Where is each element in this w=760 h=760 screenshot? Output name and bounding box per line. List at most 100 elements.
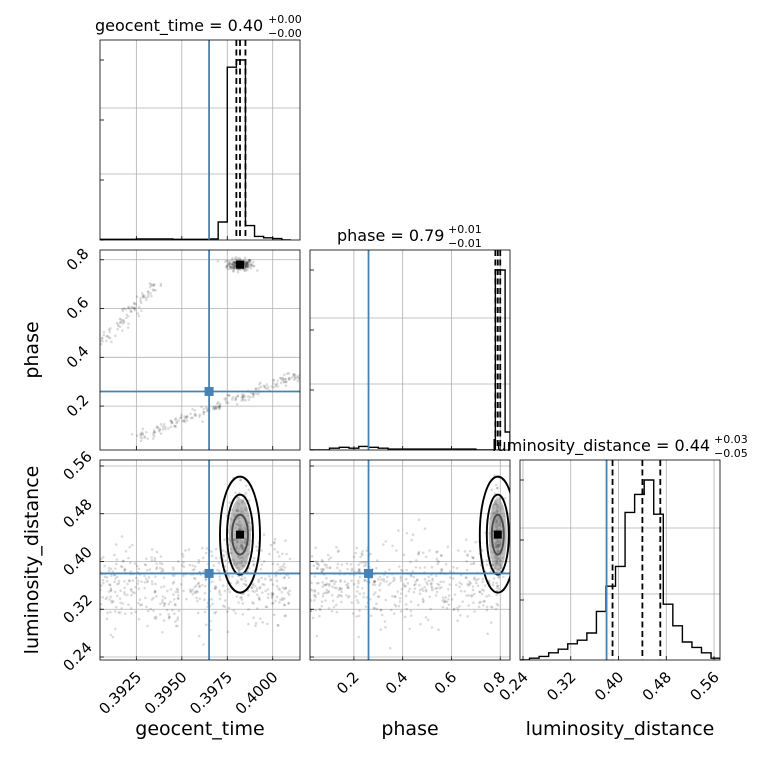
pair-geocent-time-vs-phase-sample-254 [139, 433, 142, 436]
pair-geocent-time-vs-luminosity-distance-sample-365 [111, 570, 115, 573]
pair-geocent-time-vs-luminosity-distance-sample-318 [161, 630, 164, 634]
pair-geocent-time-vs-phase-sample-264 [218, 405, 222, 409]
pair-geocent-time-vs-phase-sample-85 [246, 264, 249, 268]
pair-phase-vs-luminosity-distance-sample-119 [363, 561, 367, 564]
pair-geocent-time-vs-luminosity-distance-sample-290 [173, 603, 177, 607]
pair-geocent-time-vs-phase-sample-315 [140, 433, 144, 437]
pair-phase-vs-luminosity-distance-sample-2 [351, 612, 355, 615]
pair-geocent-time-vs-luminosity-distance-sample-230 [261, 582, 264, 586]
pair-geocent-time-vs-luminosity-distance-sample-40 [193, 577, 197, 581]
pair-phase-vs-luminosity-distance-sample-338 [426, 582, 429, 586]
pair-geocent-time-vs-luminosity-distance-sample-109 [280, 567, 284, 571]
pair-phase-vs-luminosity-distance-sample-182 [494, 607, 498, 611]
pair-geocent-time-vs-luminosity-distance-sample-41 [163, 604, 166, 608]
pair-geocent-time-vs-luminosity-distance-sample-69 [147, 576, 151, 579]
pair-geocent-time-vs-phase-sample-175 [216, 259, 220, 263]
pair-phase-vs-luminosity-distance-sample-673 [493, 474, 496, 477]
pair-phase-vs-luminosity-distance-sample-309 [446, 587, 450, 591]
pair-phase-vs-luminosity-distance-sample-60 [337, 549, 340, 552]
pair-geocent-time-vs-luminosity-distance-sample-58 [218, 591, 221, 595]
pair-geocent-time-vs-phase-sample-277 [202, 410, 205, 414]
pair-geocent-time-vs-luminosity-distance-sample-356 [276, 623, 279, 627]
pair-geocent-time-vs-phase-sample-307 [283, 380, 286, 384]
pair-geocent-time-vs-phase-sample-300 [242, 393, 246, 396]
pair-phase-vs-luminosity-distance-frame [309, 459, 511, 661]
pair-geocent-time-vs-phase-sample-416 [135, 434, 139, 437]
pair-phase-vs-luminosity-distance-sample-368 [388, 646, 392, 650]
pair-geocent-time-vs-phase-sample-399 [183, 420, 187, 424]
pair-geocent-time-vs-luminosity-distance-sample-118 [200, 546, 204, 550]
pair-geocent-time-vs-luminosity-distance-sample-86 [148, 568, 152, 571]
pair-geocent-time-vs-phase-sample-102 [246, 265, 250, 269]
pair-geocent-time-vs-luminosity-distance-sample-174 [218, 597, 222, 601]
pair-geocent-time-vs-phase-sample-383 [212, 405, 215, 409]
pair-phase-vs-luminosity-distance-sample-474 [399, 579, 403, 582]
pair-geocent-time-vs-phase-median-marker [236, 260, 244, 269]
pair-geocent-time-vs-phase-sample-438 [118, 317, 121, 321]
pair-geocent-time-vs-phase-sample-219 [225, 265, 229, 269]
pair-geocent-time-vs-luminosity-distance-sample-267 [202, 569, 205, 573]
pair-geocent-time-vs-phase-sample-246 [231, 396, 235, 399]
pair-geocent-time-vs-luminosity-distance-sample-112 [170, 608, 174, 612]
pair-geocent-time-vs-luminosity-distance-sample-433 [223, 589, 227, 593]
pair-geocent-time-vs-phase-sample-494 [141, 295, 145, 299]
pair-phase-vs-luminosity-distance-sample-318 [403, 585, 406, 588]
pair-geocent-time-vs-phase-sample-461 [114, 334, 117, 338]
pair-phase-vs-luminosity-distance-sample-297 [466, 615, 469, 618]
pair-geocent-time-vs-phase-sample-485 [152, 289, 156, 292]
pair-geocent-time-vs-luminosity-distance-sample-34 [266, 587, 270, 591]
pair-geocent-time-vs-luminosity-distance-sample-4 [258, 586, 262, 590]
pair-phase-vs-luminosity-distance-sample-398 [471, 557, 475, 560]
pair-geocent-time-vs-phase-sample-14 [246, 259, 250, 263]
pair-geocent-time-vs-luminosity-distance-sample-249 [143, 586, 146, 590]
pair-geocent-time-vs-luminosity-distance-sample-483 [222, 553, 225, 557]
pair-phase-vs-luminosity-distance-sample-228 [418, 566, 422, 570]
pair-phase-vs-luminosity-distance-sample-171 [421, 600, 425, 604]
pair-phase-vs-luminosity-distance-sample-418 [376, 595, 380, 599]
pair-geocent-time-vs-phase-sample-454 [152, 283, 155, 287]
pair-geocent-time-vs-luminosity-distance-sample-170 [277, 555, 281, 558]
pair-phase-vs-luminosity-distance-sample-62 [466, 553, 469, 556]
pair-geocent-time-vs-luminosity-distance-sample-372 [153, 556, 157, 560]
pair-phase-vs-luminosity-distance-sample-491 [415, 578, 419, 582]
pair-geocent-time-vs-luminosity-distance-sample-237 [277, 624, 280, 627]
pair-phase-vs-luminosity-distance-sample-497 [447, 597, 450, 601]
pair-phase-vs-luminosity-distance-sample-420 [377, 595, 381, 598]
pair-geocent-time-vs-luminosity-distance-sample-289 [107, 569, 111, 573]
pair-geocent-time-vs-phase-sample-268 [278, 376, 282, 380]
pair-phase-vs-luminosity-distance-sample-292 [346, 595, 350, 599]
pair-phase-vs-luminosity-distance-sample-167 [353, 570, 356, 574]
pair-phase-vs-luminosity-distance-sample-37 [345, 583, 348, 587]
pair-phase-vs-luminosity-distance-sample-198 [415, 559, 418, 562]
pair-phase-vs-luminosity-distance-sample-56 [437, 583, 441, 587]
pair-geocent-time-vs-luminosity-distance-sample-370 [137, 567, 141, 571]
pair-phase-vs-luminosity-distance-sample-466 [314, 593, 317, 597]
pair-phase-vs-luminosity-distance-sample-128 [315, 634, 319, 638]
pair-phase-vs-luminosity-distance-sample-22 [340, 600, 343, 604]
pair-geocent-time-vs-phase-samples [100, 256, 300, 443]
pair-geocent-time-vs-luminosity-distance-sample-16 [171, 582, 175, 585]
xtick-label-phase-2: 0.6 [431, 668, 461, 698]
pair-phase-vs-luminosity-distance-sample-39 [365, 560, 369, 564]
pair-geocent-time-vs-luminosity-distance-sample-260 [154, 615, 158, 619]
pair-phase-vs-luminosity-distance-sample-186 [378, 588, 382, 592]
pair-phase-vs-luminosity-distance-sample-74 [409, 573, 412, 577]
pair-geocent-time-vs-luminosity-distance-sample-308 [214, 587, 217, 590]
pair-geocent-time-vs-luminosity-distance-sample-114 [159, 613, 162, 616]
pair-phase-vs-luminosity-distance-sample-111 [435, 550, 438, 554]
pair-phase-vs-luminosity-distance-sample-298 [473, 576, 476, 579]
pair-geocent-time-vs-phase-sample-116 [233, 264, 237, 268]
pair-phase-vs-luminosity-distance-sample-239 [412, 590, 416, 594]
pair-geocent-time-vs-luminosity-distance-sample-278 [123, 568, 127, 572]
pair-geocent-time-vs-luminosity-distance-sample-401 [121, 559, 125, 563]
pair-phase-vs-luminosity-distance-sample-170 [428, 595, 431, 599]
pair-geocent-time-vs-phase-sample-163 [231, 267, 235, 270]
pair-phase-vs-luminosity-distance-sample-193 [388, 568, 391, 572]
pair-geocent-time-vs-luminosity-distance-sample-512 [247, 488, 251, 492]
pair-geocent-time-vs-luminosity-distance-sample-760 [237, 496, 241, 500]
pair-geocent-time-vs-phase-sample-357 [214, 405, 217, 408]
pair-geocent-time-vs-luminosity-distance-sample-113 [211, 580, 214, 583]
pair-geocent-time-vs-luminosity-distance-sample-7 [119, 565, 123, 568]
pair-geocent-time-vs-luminosity-distance-sample-611 [242, 592, 245, 596]
pair-phase-vs-luminosity-distance-sample-748 [494, 483, 498, 487]
